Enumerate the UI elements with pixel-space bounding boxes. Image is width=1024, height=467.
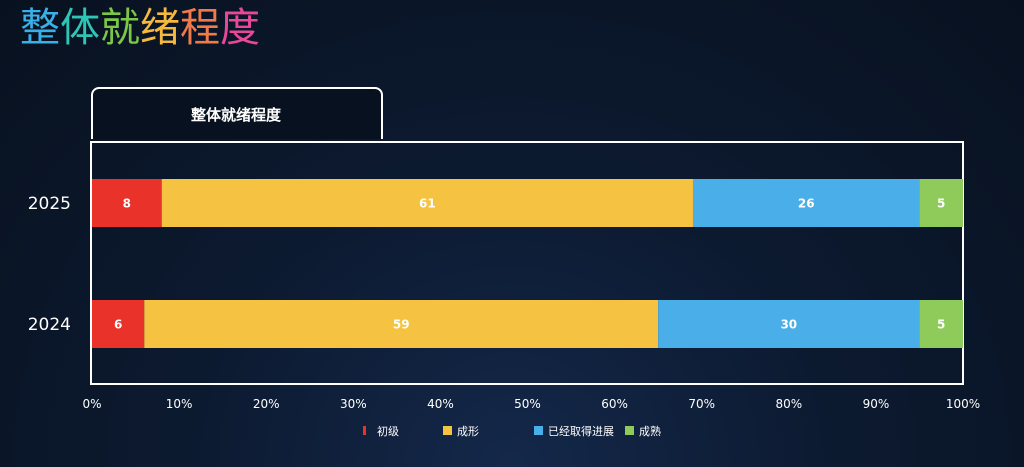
legend-swatch xyxy=(443,426,452,435)
legend-label: 成形 xyxy=(457,425,479,438)
category-label: 2024 xyxy=(28,315,71,335)
x-tick-label: 10% xyxy=(166,397,193,411)
page-title-char: 体 xyxy=(60,5,100,51)
x-axis-ticks: 0% 10% 20% 30% 40% 50% 60% 70% 80% 90% 100% xyxy=(82,397,980,411)
legend: 初级 成形 已经取得进展 成熟 xyxy=(363,424,661,438)
page-title-char: 绪 xyxy=(140,5,180,51)
category-labels: 2025 2024 xyxy=(28,194,71,335)
plot-frame xyxy=(90,141,964,385)
x-tick-label: 90% xyxy=(863,397,890,411)
category-label: 2025 xyxy=(28,194,71,214)
bar-segment xyxy=(92,300,145,348)
x-tick-label: 40% xyxy=(427,397,454,411)
x-tick-label: 60% xyxy=(601,397,628,411)
x-tick-label: 80% xyxy=(775,397,802,411)
x-tick-label: 70% xyxy=(688,397,715,411)
bar-segment xyxy=(161,179,693,227)
x-tick-label: 30% xyxy=(340,397,367,411)
x-tick-label: 50% xyxy=(514,397,541,411)
legend-swatch xyxy=(363,426,366,435)
legend-swatch xyxy=(625,426,634,435)
panel-tab-label: 整体就绪程度 xyxy=(191,106,282,124)
data-label: 30 xyxy=(780,318,797,332)
data-label: 61 xyxy=(419,197,436,211)
bar-segment xyxy=(658,300,920,348)
legend-label: 成熟 xyxy=(639,424,661,438)
legend-swatch xyxy=(534,426,543,435)
data-label: 6 xyxy=(114,318,122,332)
panel-tab: 整体就绪程度 xyxy=(91,87,383,139)
data-label: 26 xyxy=(798,197,815,211)
page-title-char: 整 xyxy=(20,5,60,51)
bar-segment xyxy=(919,179,963,227)
legend-label: 已经取得进展 xyxy=(548,425,614,438)
page-title-char: 程 xyxy=(180,5,220,51)
page-title-char: 就 xyxy=(100,5,140,51)
x-tick-label: 100% xyxy=(946,397,980,411)
data-label: 5 xyxy=(937,318,945,332)
data-label: 5 xyxy=(937,197,945,211)
legend-label: 初级 xyxy=(377,424,399,438)
bars-group: 8 61 26 5 6 59 30 5 xyxy=(92,179,963,348)
bar-segment xyxy=(919,300,963,348)
page-title: 整体就绪程度 xyxy=(20,2,260,54)
x-tick-label: 0% xyxy=(82,397,101,411)
bar-segment xyxy=(144,300,659,348)
x-tick-label: 20% xyxy=(253,397,280,411)
data-label: 8 xyxy=(123,197,131,211)
bar-segment xyxy=(92,179,162,227)
page-title-char: 度 xyxy=(220,5,260,51)
bar-segment xyxy=(692,179,920,227)
data-label: 59 xyxy=(393,318,410,332)
